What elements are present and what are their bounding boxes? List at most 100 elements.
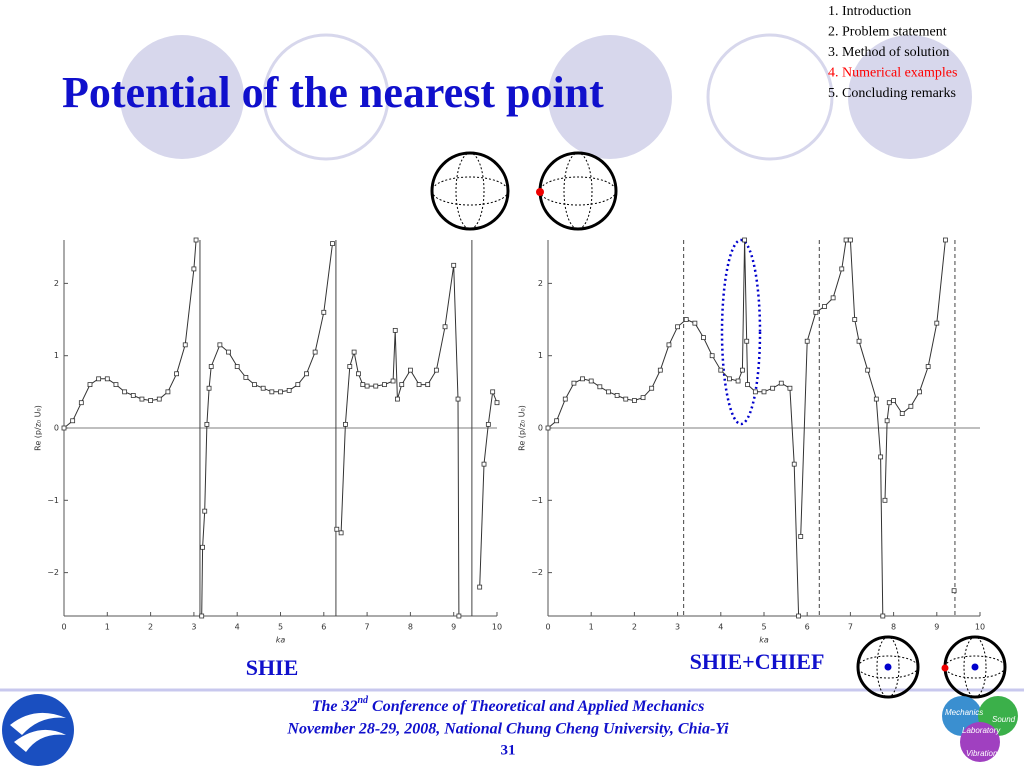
x-tick-label: 0	[545, 623, 550, 632]
point-marker	[392, 327, 398, 333]
x-tick-label: 8	[891, 623, 896, 632]
outline-item: 3. Method of solution	[828, 45, 949, 60]
point-marker	[433, 367, 439, 373]
point-marker	[742, 237, 747, 243]
point-marker	[917, 389, 922, 395]
x-tick-label: 9	[451, 623, 456, 632]
point-marker	[200, 544, 205, 550]
point-marker	[701, 335, 706, 341]
point-marker	[456, 613, 462, 619]
page-number: 31	[501, 742, 516, 758]
point-marker	[87, 382, 93, 388]
point-marker	[925, 364, 931, 369]
point-marker	[165, 389, 171, 395]
point-marker	[481, 461, 487, 467]
outline-item: 4. Numerical examples	[828, 66, 957, 81]
left-logo	[2, 694, 74, 766]
conference-date: November 28-29, 2008, National Chung Che…	[286, 721, 729, 738]
x-tick-label: 6	[321, 623, 326, 632]
point-marker	[770, 385, 776, 391]
point-marker	[873, 396, 879, 402]
point-marker	[848, 237, 853, 243]
conference-text: Conference of Theoretical and Applied Me…	[368, 698, 704, 715]
point-marker	[356, 371, 361, 377]
point-marker	[208, 364, 214, 369]
x-tick-label: 1	[105, 623, 110, 632]
point-marker	[191, 266, 197, 272]
point-marker	[343, 421, 348, 427]
point-marker	[260, 385, 266, 391]
point-marker	[865, 367, 871, 373]
y-axis-label: Re (p/z₀ U₀)	[518, 405, 527, 451]
x-tick-label: 6	[805, 623, 810, 632]
point-marker	[139, 396, 145, 402]
point-marker	[494, 400, 500, 406]
point-marker	[269, 389, 275, 395]
point-marker	[744, 338, 750, 344]
point-marker	[364, 383, 370, 389]
point-marker	[886, 400, 892, 406]
x-tick-label: 2	[632, 623, 637, 632]
point-marker	[934, 320, 940, 326]
point-marker	[554, 418, 560, 424]
y-tick-label: −1	[47, 496, 59, 505]
y-tick-label: 1	[54, 351, 59, 360]
point-marker	[951, 588, 957, 594]
point-marker	[692, 320, 698, 326]
slide-title: Potential of the nearest point	[62, 68, 604, 117]
point-marker	[321, 309, 327, 315]
point-marker	[580, 376, 585, 382]
point-marker	[740, 367, 745, 373]
y-tick-label: 0	[54, 424, 59, 433]
point-marker	[193, 237, 199, 243]
x-tick-label: 5	[278, 623, 283, 632]
outline: 1. Introduction 2. Problem statement 3. Me…	[828, 4, 957, 101]
point-marker	[822, 304, 827, 309]
point-marker	[399, 382, 405, 388]
y-tick-label: 2	[54, 279, 59, 288]
conference-sup: nd	[357, 695, 369, 706]
point-marker	[226, 349, 231, 355]
point-marker	[791, 461, 797, 467]
point-marker	[882, 497, 888, 503]
right-logo: Mechanics Sound Laboratory Vibration	[942, 696, 1018, 762]
y-tick-label: −2	[531, 568, 543, 577]
chart: −2 −1 0 1 2 0 1 2 3 4 5 6 7 8 9 10 ka Re (p/z₀ U₀) SHIE	[34, 237, 502, 680]
point-marker	[390, 378, 396, 384]
point-marker	[675, 324, 680, 330]
point-marker	[334, 526, 340, 532]
point-marker	[813, 309, 819, 315]
x-axis-label: ka	[759, 636, 769, 645]
point-marker	[597, 384, 603, 390]
x-tick-label: 3	[191, 623, 196, 632]
point-marker	[295, 382, 301, 388]
x-tick-label: 5	[761, 623, 766, 632]
point-marker	[778, 380, 784, 386]
outline-item: 5. Concluding remarks	[828, 86, 956, 101]
point-marker	[252, 382, 257, 388]
point-marker	[908, 403, 914, 409]
point-marker	[891, 398, 896, 403]
x-tick-label: 8	[408, 623, 413, 632]
point-marker	[856, 338, 862, 344]
point-marker	[338, 530, 344, 536]
point-marker	[899, 411, 905, 416]
point-marker	[545, 425, 551, 431]
point-marker	[830, 295, 836, 301]
conference-text: The 32	[312, 698, 358, 715]
x-tick-label: 2	[148, 623, 153, 632]
x-tick-label: 4	[235, 623, 240, 632]
outline-item: 2. Problem statement	[828, 25, 947, 40]
point-marker	[798, 534, 804, 539]
point-marker	[709, 353, 715, 359]
point-marker	[113, 382, 119, 388]
point-marker	[204, 421, 210, 427]
point-marker	[312, 349, 318, 355]
point-marker	[425, 382, 431, 388]
point-marker	[571, 380, 577, 386]
chart-caption: SHIE	[246, 655, 299, 680]
point-marker	[330, 241, 335, 247]
y-axis-label: Re (p/z₀ U₀)	[34, 405, 43, 451]
